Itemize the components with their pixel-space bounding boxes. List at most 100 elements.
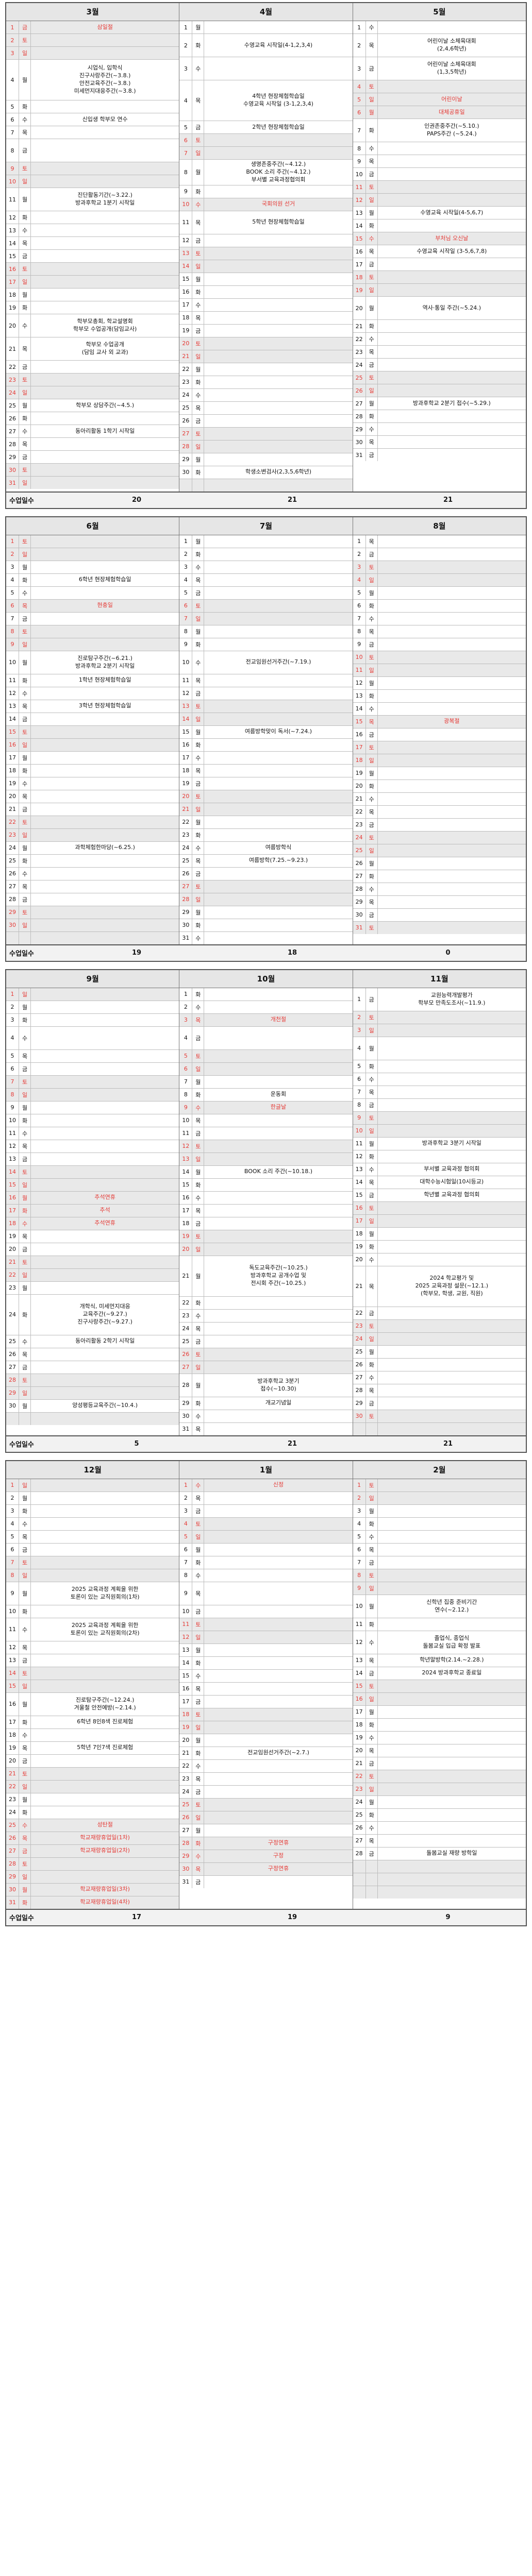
- day-of-week: 금: [192, 1605, 205, 1618]
- day-event: [378, 1479, 526, 1492]
- day-row: 19 토: [179, 1230, 353, 1243]
- day-number: 7: [6, 1075, 19, 1088]
- day-event: [204, 299, 352, 311]
- day-row: 8 월 생명존중주간(~4.12.) BOOK 소리 주간(~4.12.) 부서별 …: [179, 160, 353, 185]
- day-of-week: 목: [366, 1086, 378, 1098]
- day-of-week: 화: [366, 1718, 378, 1731]
- day-event: [31, 1361, 179, 1374]
- day-row: 18 목: [179, 764, 353, 777]
- day-of-week: 화: [192, 988, 205, 1001]
- day-of-week: 화: [19, 1294, 31, 1335]
- day-event: [31, 1858, 179, 1870]
- day-number: 1: [179, 535, 193, 548]
- day-row: 23 목: [179, 1772, 353, 1786]
- day-event: [31, 561, 179, 573]
- day-event: [204, 1876, 352, 1888]
- day-event: [378, 1024, 526, 1037]
- month-columns: 3월 1 금 삼일절 2 토 3 일 4 월 시업식, 입학식 진구사랑주간(~3.8.) 안전교육…: [6, 3, 526, 492]
- day-of-week: 금: [192, 414, 205, 427]
- day-of-week: 수: [19, 1618, 31, 1641]
- day-row: 28 금: [6, 893, 179, 906]
- day-event: [378, 677, 526, 689]
- day-row: 19 목: [6, 1230, 179, 1243]
- day-row: 20 목: [6, 790, 179, 803]
- day-of-week: 일: [366, 1783, 378, 1795]
- day-event: [31, 1556, 179, 1569]
- day-event: [378, 1371, 526, 1384]
- day-event: 한글날: [270, 1104, 287, 1111]
- day-row: [6, 1412, 179, 1425]
- day-event: [378, 613, 526, 625]
- day-event: 동아리활동 1학기 시작일: [75, 427, 135, 434]
- day-number: 30: [353, 908, 366, 921]
- day-row: 10 토: [353, 651, 526, 664]
- month-column: 1월 1 수 신정 2 목 3 금 4 토 5 일 6 월 7 화 8 수 9 목 10 금 11 토 12 일 13 월 14 화 15 수…: [179, 1461, 353, 1909]
- day-row: 15 금: [6, 250, 179, 263]
- day-of-week: 월: [192, 816, 205, 828]
- day-row: 28 화 구정연휴: [179, 1837, 353, 1850]
- day-number: 1: [6, 1479, 19, 1492]
- day-event: [31, 1076, 179, 1088]
- day-number: 20: [6, 314, 19, 337]
- day-of-week: 화: [192, 1556, 205, 1569]
- day-row: 16 목: [179, 1682, 353, 1696]
- day-event: [378, 587, 526, 599]
- day-event: 학교재량휴업일(2차): [80, 1847, 130, 1854]
- day-event: [204, 286, 352, 298]
- day-event: 학교재량휴업일(3차): [80, 1886, 130, 1893]
- day-event: [378, 1618, 526, 1631]
- day-of-week: 금: [19, 139, 31, 162]
- day-event: 삼일절: [97, 23, 113, 30]
- day-number: 28: [179, 1837, 193, 1850]
- day-row: 17 화 6학년 8인8색 진로체험: [6, 1716, 179, 1729]
- day-row: 13 금: [6, 1153, 179, 1166]
- day-number: 2: [6, 34, 19, 46]
- day-row: 17 일: [6, 276, 179, 289]
- day-event: [204, 1361, 352, 1374]
- day-of-week: 일: [19, 738, 31, 751]
- day-number: 28: [6, 438, 19, 450]
- day-of-week: 화: [192, 919, 205, 931]
- day-number: 10: [353, 651, 366, 664]
- day-number: 4: [353, 573, 366, 586]
- day-number: 16: [6, 263, 19, 275]
- day-event: [204, 752, 352, 764]
- calendar-block: 12월 1 일 2 월 3 화 4 수 5 목 6 금 7 토 8 일 9 월 2025 교육과정 계획을 위한 토론…: [5, 1460, 527, 1926]
- day-row: 16 일: [6, 738, 179, 752]
- day-row: 12 수: [6, 687, 179, 700]
- day-of-week: 목: [366, 1654, 378, 1667]
- day-event: [204, 829, 352, 841]
- day-of-week: 금: [19, 893, 31, 906]
- day-event: [204, 402, 352, 414]
- day-number: 26: [353, 384, 366, 397]
- day-row: 22 수: [179, 1759, 353, 1773]
- day-of-week: 수: [366, 1631, 378, 1654]
- day-number: 2: [179, 1492, 193, 1504]
- day-event: [31, 1413, 179, 1425]
- day-row: 17 목: [179, 1204, 353, 1217]
- day-of-week: 토: [366, 1319, 378, 1332]
- day-of-week: 토: [366, 1201, 378, 1214]
- day-number: 1: [353, 1479, 366, 1492]
- day-of-week: 일: [366, 284, 378, 296]
- day-event: [204, 57, 352, 80]
- day-event: [204, 1310, 352, 1322]
- day-row: 16 월 추석연휴: [6, 1191, 179, 1205]
- day-number: 17: [353, 258, 366, 270]
- month-header: 10월: [179, 970, 353, 988]
- day-row: 24 월: [353, 1795, 526, 1809]
- day-number: 14: [353, 1667, 366, 1680]
- day-event: 수영교육 시작일(4-5,6,7): [420, 209, 484, 216]
- day-of-week: 월: [192, 1643, 205, 1656]
- day-number: [353, 1422, 366, 1435]
- day-of-week: 화: [366, 1517, 378, 1530]
- day-of-week: 금: [19, 21, 31, 33]
- day-event: 학교재량휴업일(1차): [80, 1834, 130, 1841]
